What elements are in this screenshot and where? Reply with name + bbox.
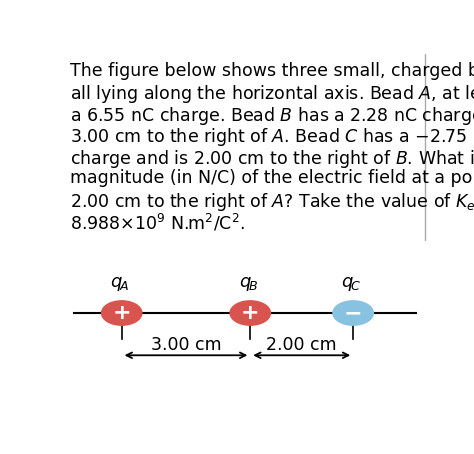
Text: +: +	[112, 303, 131, 323]
Text: $q_{\!C}$: $q_{\!C}$	[341, 275, 361, 293]
Text: $q_{\!B}$: $q_{\!B}$	[239, 275, 258, 293]
Text: charge and is 2.00 cm to the right of $B$. What is the: charge and is 2.00 cm to the right of $B…	[70, 148, 474, 170]
Text: 2.00 cm to the right of $A$? Take the value of $K_e$ to be: 2.00 cm to the right of $A$? Take the va…	[70, 191, 474, 213]
Text: a 6.55 nC charge. Bead $B$ has a 2.28 nC charge and is: a 6.55 nC charge. Bead $B$ has a 2.28 nC…	[70, 105, 474, 127]
Text: +: +	[241, 303, 260, 323]
Text: 2.00 cm: 2.00 cm	[266, 336, 337, 354]
Text: $q_{\!A}$: $q_{\!A}$	[110, 275, 129, 293]
Ellipse shape	[230, 301, 271, 325]
Text: 8.988$\times$10$^9$ N.m$^2$/C$^2$.: 8.988$\times$10$^9$ N.m$^2$/C$^2$.	[70, 212, 246, 233]
Text: The figure below shows three small, charged beads,: The figure below shows three small, char…	[70, 62, 474, 80]
Ellipse shape	[333, 301, 374, 325]
Text: 3.00 cm to the right of $A$. Bead $C$ has a −2.75 nC: 3.00 cm to the right of $A$. Bead $C$ ha…	[70, 127, 474, 148]
Text: all lying along the horizontal axis. Bead $A$, at left, has: all lying along the horizontal axis. Bea…	[70, 84, 474, 105]
Ellipse shape	[101, 301, 142, 325]
Text: −: −	[344, 303, 363, 323]
Text: magnitude (in N/C) of the electric field at a point: magnitude (in N/C) of the electric field…	[70, 169, 474, 188]
Text: 3.00 cm: 3.00 cm	[151, 336, 221, 354]
